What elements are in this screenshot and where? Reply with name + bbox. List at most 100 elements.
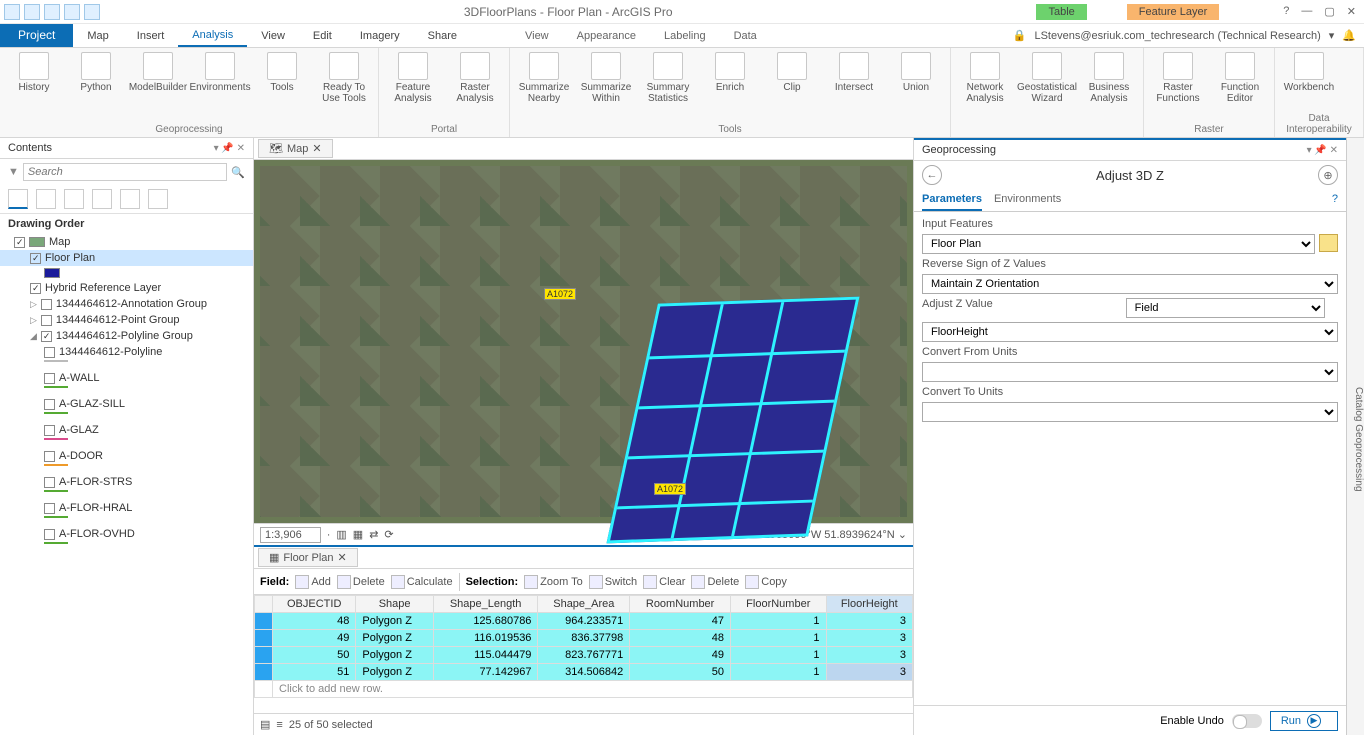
gp-add-button[interactable]: ⊕ [1318,165,1338,185]
table-row[interactable]: 51Polygon Z77.142967314.5068425013 [255,664,913,681]
ribbon-function-editor[interactable]: Function Editor [1212,52,1268,104]
close-tab-icon[interactable]: ✕ [338,551,347,564]
enable-undo-toggle[interactable] [1232,714,1262,728]
ribbon-raster-analysis[interactable]: Raster Analysis [447,52,503,104]
ribbon-summarize-within[interactable]: Summarize Within [578,52,634,104]
layer-checkbox[interactable] [41,331,52,342]
layer-checkbox[interactable] [44,503,55,514]
list-snapping-icon[interactable] [120,189,140,209]
maptool-icon[interactable]: ⟳ [384,528,393,541]
table-tab-floorplan[interactable]: ▦Floor Plan✕ [258,548,358,567]
qat-redo-icon[interactable] [84,4,100,20]
reverse-z-select[interactable]: Maintain Z Orientation [922,274,1338,294]
list-data-source-icon[interactable] [36,189,56,209]
layer-checkbox[interactable] [14,237,25,248]
maptool-icon[interactable]: ▦ [353,528,363,541]
menu-ctx-labeling[interactable]: Labeling [650,26,720,46]
sel-copy-button[interactable]: Copy [745,575,787,589]
layer-checkbox[interactable] [44,451,55,462]
maximize-icon[interactable]: ▢ [1324,5,1334,18]
ribbon-raster-functions[interactable]: Raster Functions [1150,52,1206,104]
search-icon[interactable]: 🔍 [231,166,245,179]
adjust-z-mode-select[interactable]: Field [1126,298,1326,318]
column-header-shape[interactable]: Shape [356,596,433,613]
toc-item-1344464612-annotation-group[interactable]: ▷1344464612-Annotation Group [0,296,253,312]
list-selection-icon[interactable] [64,189,84,209]
ribbon-ready-to-use-tools[interactable]: Ready To Use Tools [316,52,372,104]
ribbon-summary-statistics[interactable]: Summary Statistics [640,52,696,104]
menu-ctx-data[interactable]: Data [720,26,771,46]
menu-view[interactable]: View [247,26,299,46]
layer-checkbox[interactable] [41,299,52,310]
layer-checkbox[interactable] [30,283,41,294]
maptool-icon[interactable]: · [327,529,331,541]
run-button[interactable]: Run▶ [1270,711,1338,731]
contextual-table-tab[interactable]: Table [1036,4,1086,20]
toc-item-1344464612-polyline-group[interactable]: ◢1344464612-Polyline Group [0,328,253,344]
convert-from-select[interactable] [922,362,1338,382]
ribbon-intersect[interactable]: Intersect [826,52,882,104]
map-canvas[interactable]: A1072 A1072 [254,160,913,523]
menu-insert[interactable]: Insert [123,26,179,46]
layer-checkbox[interactable] [30,253,41,264]
menu-imagery[interactable]: Imagery [346,26,414,46]
user-label[interactable]: LStevens@esriuk.com_techresearch (Techni… [1034,30,1320,42]
layer-checkbox[interactable] [44,477,55,488]
qat-save-icon[interactable] [24,4,40,20]
toc-item-a-flor-ovhd[interactable]: A-FLOR-OVHD [0,526,253,542]
layer-checkbox[interactable] [44,347,55,358]
toc-item-map[interactable]: Map [0,234,253,250]
notification-icon[interactable]: 🔔 [1342,29,1356,42]
gp-help-icon[interactable]: ? [1332,189,1338,211]
list-drawing-order-icon[interactable] [8,189,28,209]
menu-share[interactable]: Share [414,26,471,46]
adjust-z-field-select[interactable]: FloorHeight [922,322,1338,342]
gp-pane-controls[interactable]: ▾ 📌 ✕ [1307,145,1338,156]
field-calculate-button[interactable]: Calculate [391,575,453,589]
ribbon-environments[interactable]: Environments [192,52,248,104]
layer-checkbox[interactable] [44,399,55,410]
ribbon-union[interactable]: Union [888,52,944,104]
ribbon-network-analysis[interactable]: Network Analysis [957,52,1013,104]
ribbon-business-analysis[interactable]: Business Analysis [1081,52,1137,104]
maptool-icon[interactable]: ▥ [336,528,346,541]
toc-item-hybrid-reference-layer[interactable]: Hybrid Reference Layer [0,280,253,296]
contents-search-input[interactable] [23,163,227,181]
table-row[interactable]: 48Polygon Z125.680786964.2335714713 [255,613,913,630]
gp-back-button[interactable]: ← [922,165,942,185]
qat-undo-icon[interactable] [64,4,80,20]
column-header-floornumber[interactable]: FloorNumber [731,596,827,613]
show-selected-icon[interactable]: ≡ [276,719,282,731]
field-add-button[interactable]: Add [295,575,331,589]
new-row[interactable]: Click to add new row. [255,681,913,698]
list-labeling-icon[interactable] [148,189,168,209]
list-editing-icon[interactable] [92,189,112,209]
column-header-shape_area[interactable]: Shape_Area [538,596,630,613]
map-tab[interactable]: 🗺Map✕ [258,139,333,158]
ribbon-summarize-nearby[interactable]: Summarize Nearby [516,52,572,104]
menu-ctx-view[interactable]: View [511,26,563,46]
qat-save2-icon[interactable] [44,4,60,20]
filter-icon[interactable]: ▼ [8,166,19,178]
toc-item-a-door[interactable]: A-DOOR [0,448,253,464]
contextual-feature-tab[interactable]: Feature Layer [1127,4,1219,20]
ribbon-tools[interactable]: Tools [254,52,310,104]
ribbon-modelbuilder[interactable]: ModelBuilder [130,52,186,104]
maptool-icon[interactable]: ⇄ [369,528,378,541]
table-row[interactable]: 49Polygon Z116.019536836.377984813 [255,630,913,647]
toc-item-1344464612-point-group[interactable]: ▷1344464612-Point Group [0,312,253,328]
ribbon-python[interactable]: Python [68,52,124,104]
layer-checkbox[interactable] [44,373,55,384]
sel-clear-button[interactable]: Clear [643,575,685,589]
project-tab[interactable]: Project [0,24,73,47]
sel-switch-button[interactable]: Switch [589,575,637,589]
sel-delete-button[interactable]: Delete [691,575,739,589]
table-row[interactable]: 50Polygon Z115.044479823.7677714913 [255,647,913,664]
close-tab-icon[interactable]: ✕ [312,142,321,155]
field-delete-button[interactable]: Delete [337,575,385,589]
minimize-icon[interactable]: — [1301,5,1312,18]
ribbon-geostatistical-wizard[interactable]: Geostatistical Wizard [1019,52,1075,104]
column-header-roomnumber[interactable]: RoomNumber [630,596,731,613]
menu-ctx-appearance[interactable]: Appearance [563,26,650,46]
column-header-floorheight[interactable]: FloorHeight [826,596,912,613]
